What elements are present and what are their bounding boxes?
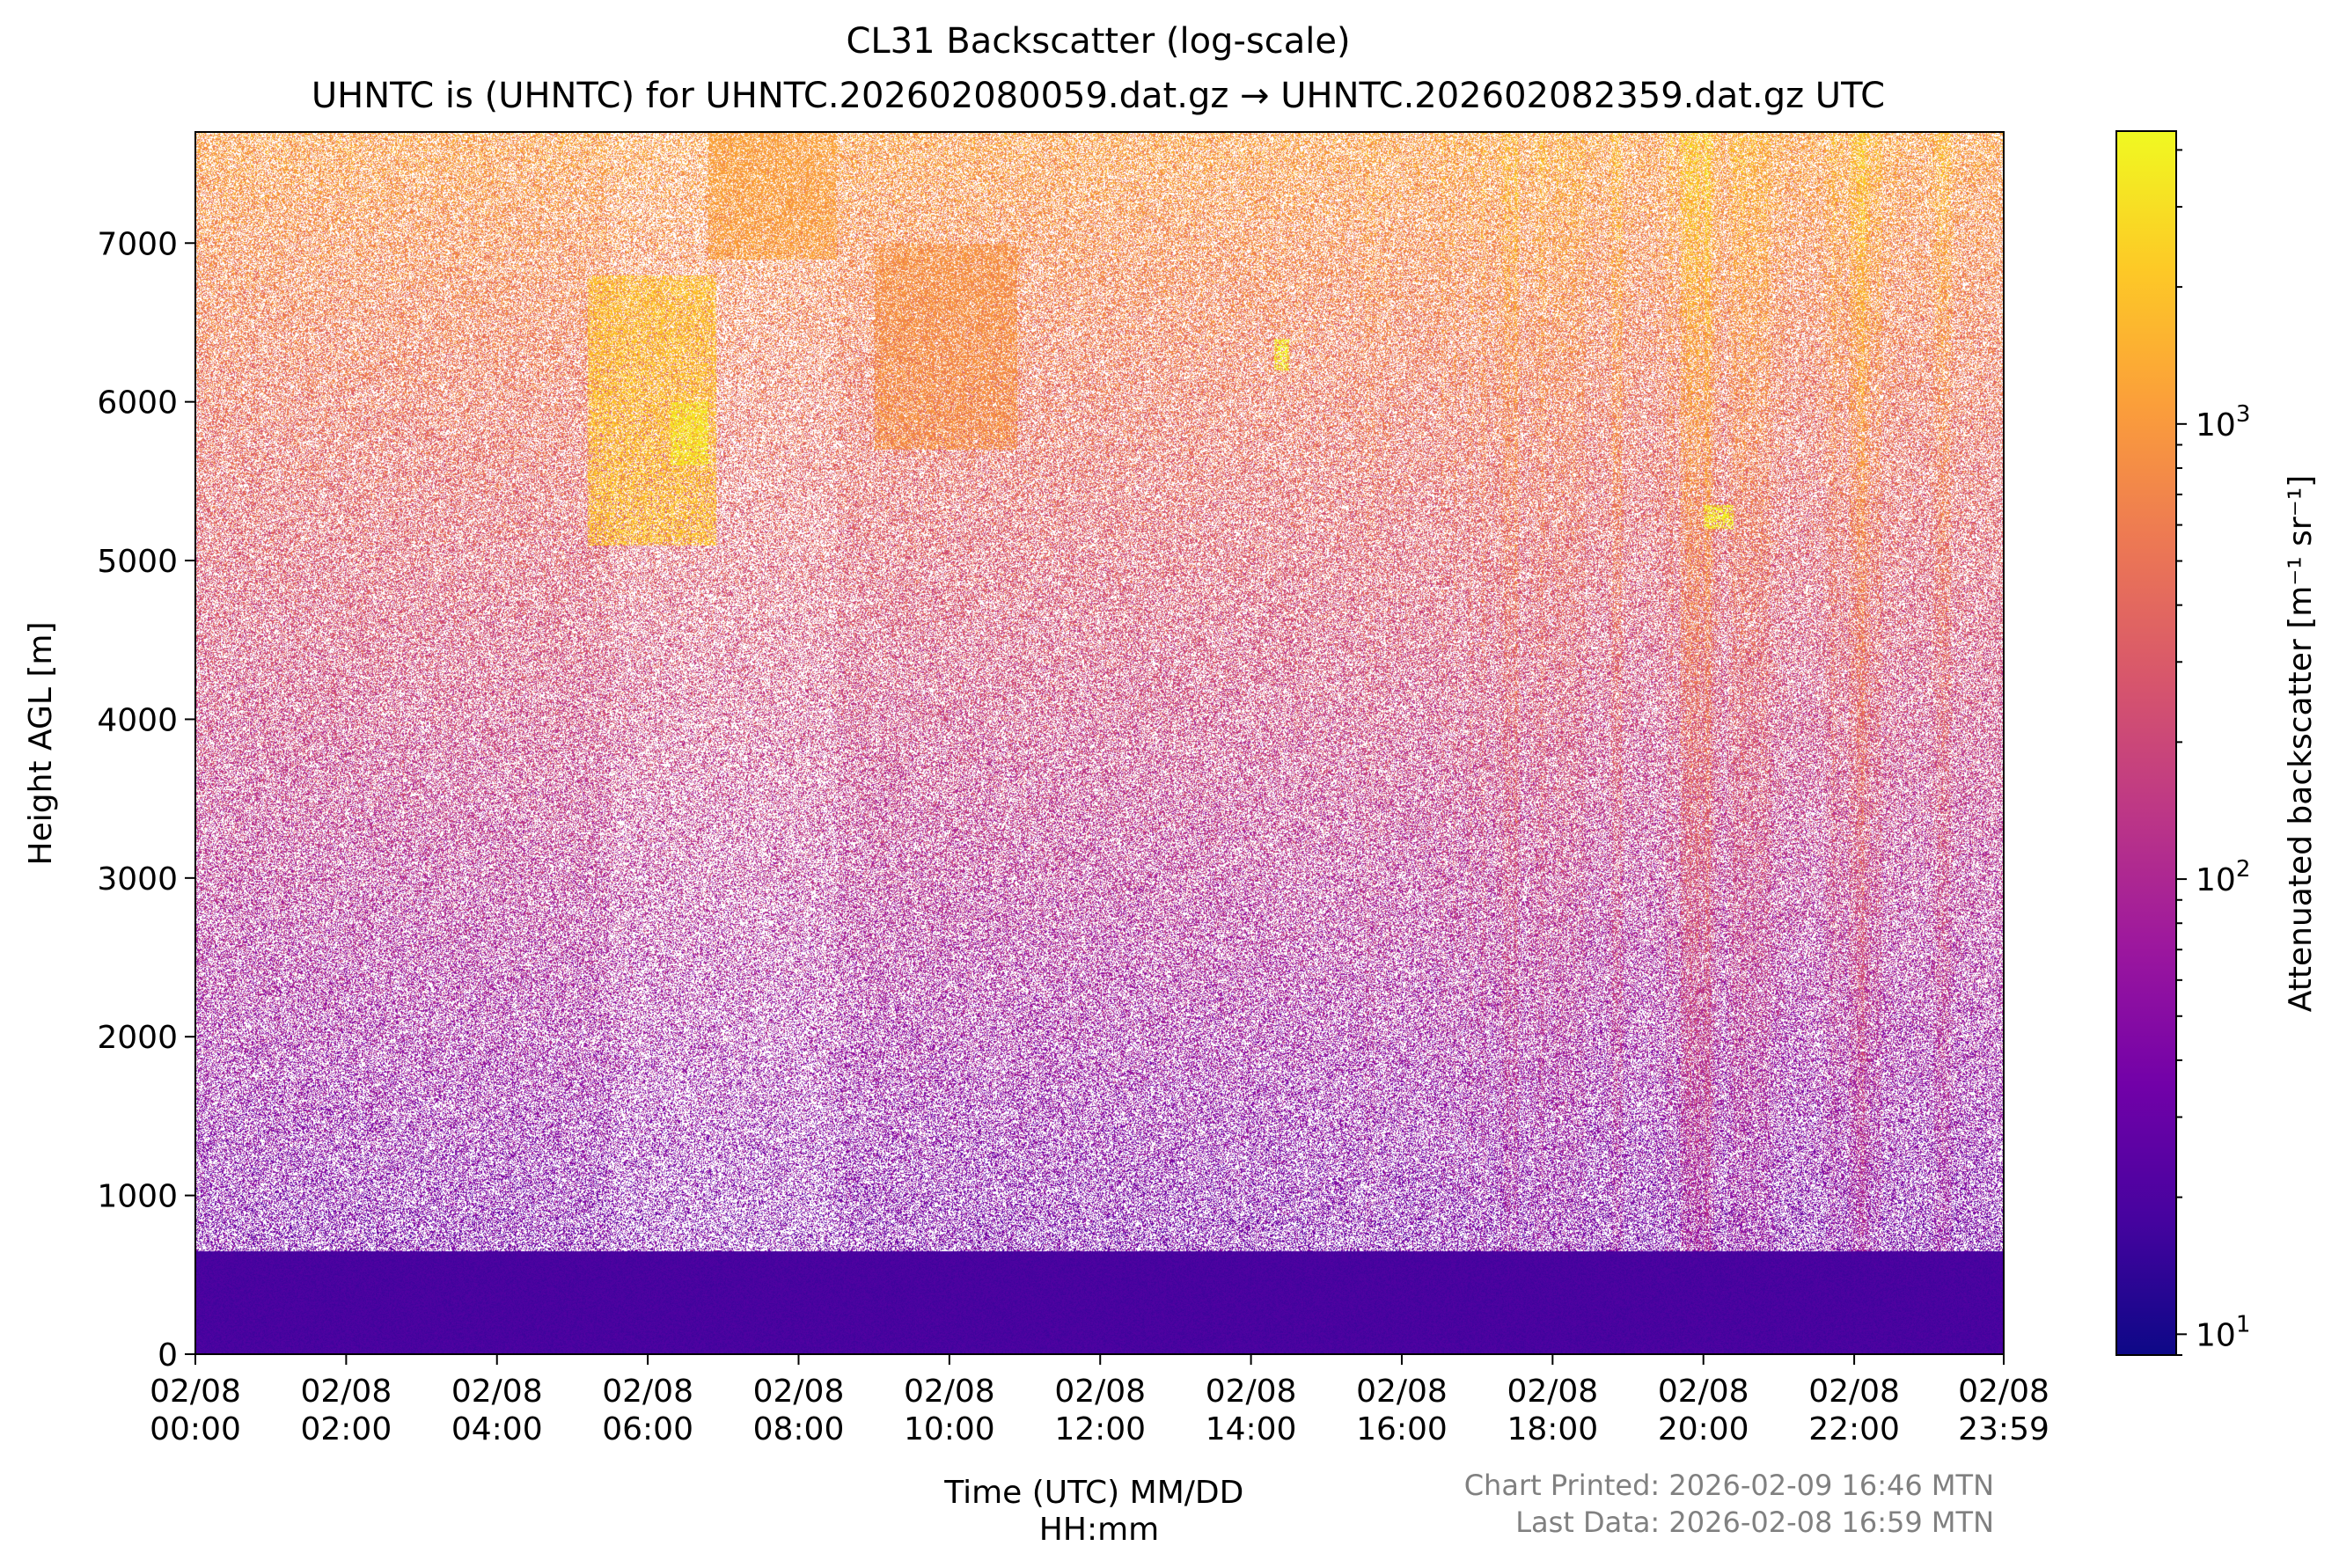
x-tick-label: 02/08 10:00 [904, 1374, 995, 1447]
x-tick-label: 02/08 14:00 [1206, 1374, 1297, 1447]
x-tick-label: 02/08 18:00 [1507, 1374, 1598, 1447]
y-axis-label: Height AGL [m] [23, 622, 59, 866]
y-tick-label: 3000 [97, 861, 178, 898]
colorbar-ticks: 101 102 103 [2176, 149, 2250, 1356]
x-axis: 02/08 00:00 02/08 02:00 02/08 04:00 02/08 06:00… [150, 1354, 2049, 1447]
x-tick-label: 02/08 23:59 [1958, 1374, 2049, 1447]
x-tick-label: 02/08 00:00 [150, 1374, 241, 1447]
colorbar-tick-label: 102 [2196, 856, 2250, 898]
y-tick-label: 5000 [97, 544, 178, 580]
x-axis-label: Time (UTC) MM/DD HH:mm [943, 1475, 1254, 1548]
chart-subtitle: UHNTC is (UHNTC) for UHNTC.202602080059.… [312, 76, 1885, 116]
x-axis-label-line-2: HH:mm [1039, 1512, 1159, 1548]
x-axis-label-line-1: Time (UTC) MM/DD [943, 1475, 1243, 1511]
colorbar-gradient [2115, 130, 2177, 1356]
x-tick-label: 02/08 16:00 [1356, 1374, 1448, 1447]
y-tick-label: 6000 [97, 385, 178, 421]
y-tick-label: 2000 [97, 1020, 178, 1056]
plot-area [194, 131, 2005, 1355]
x-tick-label: 02/08 02:00 [300, 1374, 392, 1447]
x-tick-label: 02/08 12:00 [1054, 1374, 1146, 1447]
last-data-note: Last Data: 2026-02-08 16:59 MTN [1515, 1506, 1994, 1539]
colorbar-label: Attenuated backscatter [m⁻¹ sr⁻¹] [2283, 475, 2319, 1012]
colorbar-tick-label: 103 [2196, 401, 2250, 443]
y-tick-label: 4000 [97, 702, 178, 738]
y-axis: 0 1000 2000 3000 4000 5000 6000 7000 [97, 226, 195, 1374]
colorbar-tick-label: 101 [2196, 1311, 2250, 1353]
chart-printed-note: Chart Printed: 2026-02-09 16:46 MTN [1464, 1469, 1994, 1502]
x-tick-label: 02/08 20:00 [1658, 1374, 1749, 1447]
y-tick-label: 1000 [97, 1179, 178, 1215]
chart-title: CL31 Backscatter (log-scale) [846, 21, 1350, 62]
x-tick-label: 02/08 06:00 [602, 1374, 693, 1447]
colorbar: 101 102 103 Attenuated backscatter [m⁻¹ sr… [2115, 130, 2319, 1356]
backscatter-heatmap [195, 132, 2004, 1354]
x-tick-label: 02/08 04:00 [451, 1374, 543, 1447]
x-tick-label: 02/08 08:00 [753, 1374, 845, 1447]
y-tick-label: 7000 [97, 226, 178, 262]
y-tick-label: 0 [158, 1337, 178, 1374]
x-tick-label: 02/08 22:00 [1808, 1374, 1900, 1447]
